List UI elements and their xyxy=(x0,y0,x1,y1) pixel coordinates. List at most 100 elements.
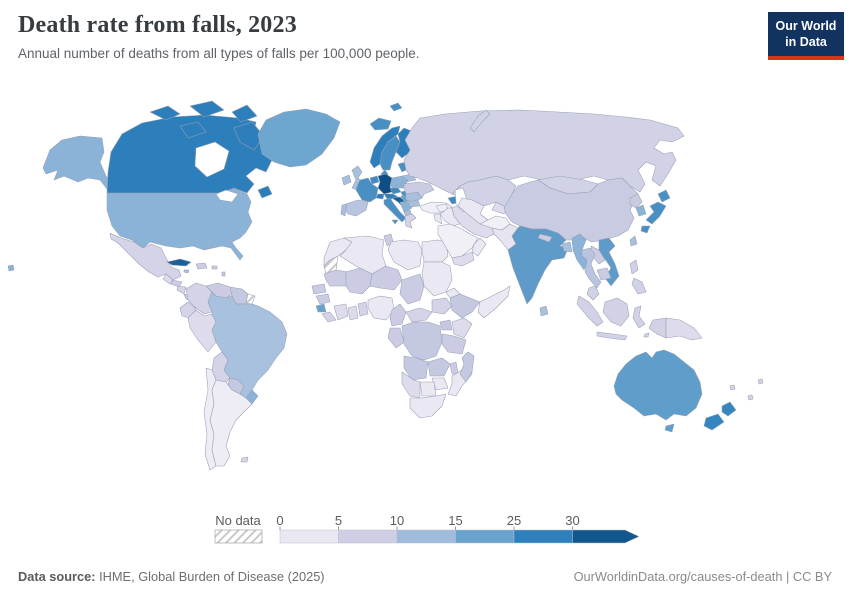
country-south-sudan[interactable] xyxy=(431,297,453,315)
country-angola[interactable] xyxy=(403,355,429,381)
country-zambia[interactable] xyxy=(427,357,451,377)
country-indonesia[interactable] xyxy=(576,295,667,341)
country-taiwan[interactable] xyxy=(629,235,638,247)
country-australia[interactable] xyxy=(613,349,703,433)
country-indonesia-java[interactable] xyxy=(596,331,628,341)
country-new-zealand-north-island[interactable] xyxy=(721,401,737,417)
country-japan-honshu[interactable] xyxy=(645,201,667,225)
country-senegal[interactable] xyxy=(311,283,327,295)
country-indonesia-borneo[interactable] xyxy=(602,297,630,327)
country-peru[interactable] xyxy=(187,309,217,353)
country-indonesia-moluccas[interactable] xyxy=(643,332,650,338)
country-madagascar[interactable] xyxy=(459,351,475,383)
legend-bin-15-25[interactable] xyxy=(455,529,515,544)
country-falkland-islands[interactable] xyxy=(240,456,249,463)
country-canada-baffin[interactable] xyxy=(233,121,265,151)
country-uganda[interactable] xyxy=(439,319,453,331)
country-australia-tasmania[interactable] xyxy=(664,423,675,433)
country-australia-mainland[interactable] xyxy=(613,349,703,421)
country-nigeria[interactable] xyxy=(367,295,395,321)
country-ghana[interactable] xyxy=(347,305,359,321)
country-hispaniola[interactable] xyxy=(195,262,208,270)
legend-bin-25-30[interactable] xyxy=(513,529,573,544)
owid-logo[interactable]: Our World in Data xyxy=(768,12,844,60)
country-philippines-mindanao[interactable] xyxy=(631,277,647,295)
legend-bin-30-plus-arrow[interactable] xyxy=(572,529,640,544)
pacific-island-2[interactable] xyxy=(747,394,754,401)
country-ethiopia[interactable] xyxy=(449,293,481,319)
country-canada-island-2[interactable] xyxy=(189,100,225,118)
country-togo-benin[interactable] xyxy=(357,301,369,317)
country-mali[interactable] xyxy=(345,267,373,295)
country-lesser-antilles[interactable] xyxy=(221,271,226,277)
country-iceland[interactable] xyxy=(369,117,392,131)
country-jamaica[interactable] xyxy=(183,269,190,274)
country-oman[interactable] xyxy=(471,237,487,257)
country-congo-gabon[interactable] xyxy=(387,327,405,349)
country-new-zealand-south-island[interactable] xyxy=(703,413,725,431)
country-kenya[interactable] xyxy=(451,317,473,339)
country-thailand[interactable] xyxy=(581,247,602,289)
country-italy-sicily[interactable] xyxy=(391,219,399,225)
legend-bin-5-10[interactable] xyxy=(338,529,398,544)
pacific-island-3[interactable] xyxy=(757,378,764,385)
country-indonesia-sumatra[interactable] xyxy=(576,295,604,327)
country-italy-mainland[interactable] xyxy=(383,197,407,223)
country-japan[interactable] xyxy=(640,189,671,234)
country-philippines-luzon[interactable] xyxy=(629,259,639,275)
country-puerto-rico[interactable] xyxy=(211,265,218,270)
country-south-korea[interactable] xyxy=(635,204,647,217)
country-nepal[interactable] xyxy=(537,233,553,243)
legend-bin-10-15[interactable] xyxy=(396,529,456,544)
country-bangladesh[interactable] xyxy=(561,241,573,253)
country-indonesia-west-papua[interactable] xyxy=(648,317,667,339)
country-new-zealand[interactable] xyxy=(703,401,737,431)
country-ireland[interactable] xyxy=(341,174,352,186)
country-philippines[interactable] xyxy=(629,259,647,295)
country-cambodia[interactable] xyxy=(596,267,612,281)
country-greece[interactable] xyxy=(404,213,417,229)
country-novaya-zemlya[interactable] xyxy=(469,109,491,133)
country-yemen[interactable] xyxy=(451,251,475,267)
country-drc[interactable] xyxy=(401,321,443,361)
country-botswana[interactable] xyxy=(419,381,437,397)
country-italy[interactable] xyxy=(383,197,407,225)
country-honduras[interactable] xyxy=(170,279,183,288)
country-tanzania[interactable] xyxy=(441,333,467,355)
country-spain[interactable] xyxy=(343,199,369,217)
country-guinea[interactable] xyxy=(315,293,331,305)
country-germany[interactable] xyxy=(377,173,393,195)
country-sudan[interactable] xyxy=(421,261,453,297)
country-malawi[interactable] xyxy=(449,361,459,375)
legend-no-data-swatch[interactable] xyxy=(214,529,263,544)
country-liberia[interactable] xyxy=(321,311,337,323)
country-greenland[interactable] xyxy=(257,108,341,168)
country-niger[interactable] xyxy=(369,265,403,291)
country-somalia[interactable] xyxy=(477,285,511,319)
country-benelux[interactable] xyxy=(369,175,380,185)
country-saudi-arabia[interactable] xyxy=(437,223,479,259)
country-western-sahara[interactable] xyxy=(323,255,339,275)
legend-bin-0-5[interactable] xyxy=(279,529,339,544)
country-canada-victoria[interactable] xyxy=(179,121,207,139)
country-nicaragua[interactable] xyxy=(176,285,187,295)
country-north-korea[interactable] xyxy=(629,193,643,209)
country-vietnam[interactable] xyxy=(598,237,620,287)
country-malaysia[interactable] xyxy=(586,285,600,301)
country-usa-hawaii[interactable] xyxy=(7,264,15,272)
country-central-african-republic[interactable] xyxy=(405,307,433,323)
country-papua-new-guinea[interactable] xyxy=(665,317,703,341)
country-sri-lanka[interactable] xyxy=(539,305,549,317)
country-argentina[interactable] xyxy=(209,379,253,467)
pacific-island-1[interactable] xyxy=(729,384,736,391)
country-ukraine[interactable] xyxy=(403,181,435,199)
country-czechia[interactable] xyxy=(389,187,402,195)
country-svalbard[interactable] xyxy=(389,102,403,112)
country-mexico[interactable] xyxy=(109,232,182,281)
country-south-africa[interactable] xyxy=(409,393,447,419)
country-libya[interactable] xyxy=(387,239,423,271)
country-united-states[interactable] xyxy=(7,135,253,272)
country-usa-mainland[interactable] xyxy=(106,187,253,261)
country-france[interactable] xyxy=(355,177,379,203)
country-canada[interactable] xyxy=(106,100,273,199)
